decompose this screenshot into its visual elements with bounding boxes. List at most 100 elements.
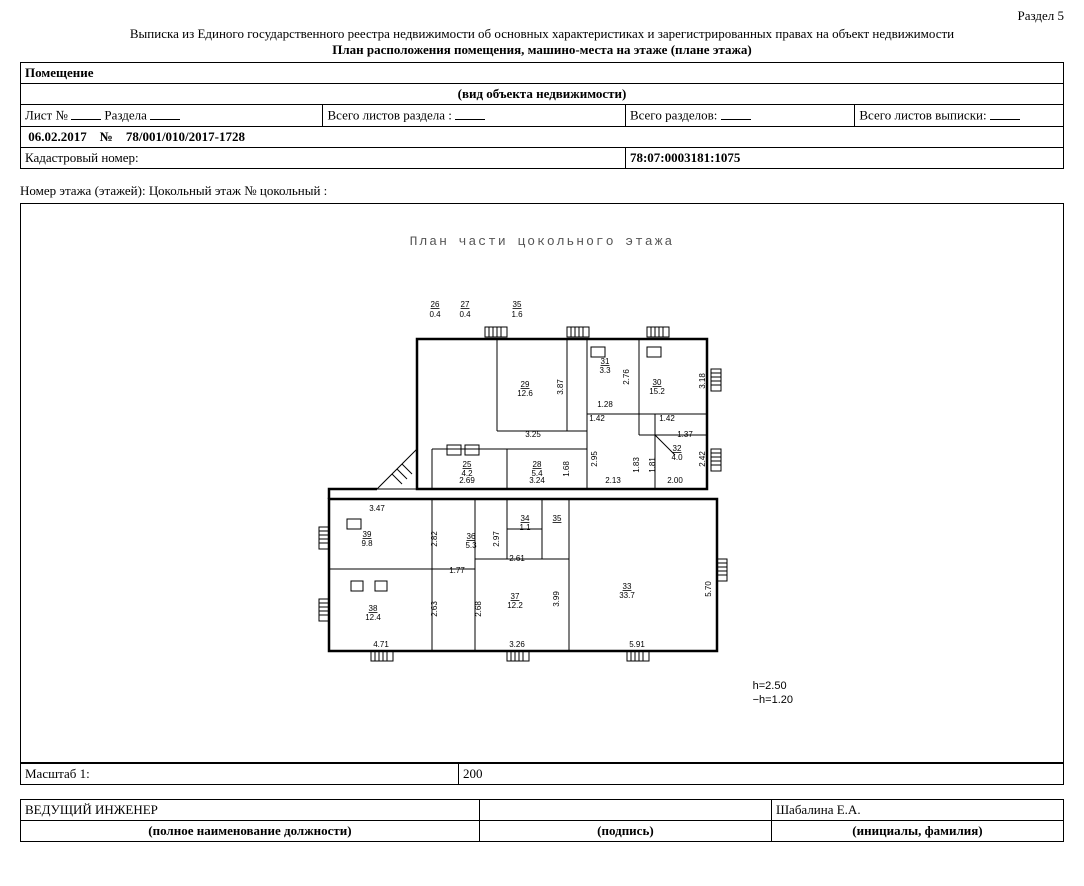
header-table: Помещение (вид объекта недвижимости) Лис…	[20, 62, 1064, 169]
blank-field	[455, 107, 485, 120]
svg-text:1.68: 1.68	[562, 460, 571, 476]
blank-field	[71, 107, 101, 120]
scale-value: 200	[459, 763, 1064, 784]
total-sections-label: Всего разделов:	[630, 108, 717, 123]
svg-text:1.6: 1.6	[511, 310, 523, 319]
sig-sub-sign: (подпись)	[479, 820, 771, 841]
svg-text:2.95: 2.95	[590, 450, 599, 466]
svg-text:2.00: 2.00	[667, 476, 683, 485]
total-extract-cell: Всего листов выписки:	[855, 105, 1064, 127]
scale-label: Масштаб 1:	[21, 763, 459, 784]
svg-text:3.24: 3.24	[529, 476, 545, 485]
cad-number-value: 78:07:0003181:1075	[625, 147, 1063, 168]
sig-position: ВЕДУЩИЙ ИНЖЕНЕР	[21, 799, 480, 820]
height-note: h=2.50 −h=1.20	[753, 680, 793, 706]
svg-text:1.83: 1.83	[632, 456, 641, 472]
svg-text:1.42: 1.42	[589, 414, 605, 423]
total-extract-label: Всего листов выписки:	[859, 108, 986, 123]
premises-label: Помещение	[21, 63, 1064, 84]
floor-plan-title: План части цокольного этажа	[21, 234, 1063, 249]
svg-text:1.42: 1.42	[659, 414, 675, 423]
sheet-no-cell: Лист № Раздела	[21, 105, 323, 127]
svg-text:2.82: 2.82	[430, 530, 439, 546]
doc-number: 78/001/010/2017-1728	[126, 129, 245, 144]
svg-text:31: 31	[601, 357, 610, 366]
svg-text:1.37: 1.37	[677, 430, 693, 439]
svg-text:2.97: 2.97	[492, 530, 501, 546]
svg-text:3.47: 3.47	[369, 504, 385, 513]
svg-text:3.99: 3.99	[552, 590, 561, 606]
svg-text:12.4: 12.4	[365, 613, 381, 622]
number-sign: №	[100, 129, 113, 144]
doc-id-cell: 06.02.2017 № 78/001/010/2017-1728	[21, 126, 1064, 147]
total-sections-cell: Всего разделов:	[625, 105, 854, 127]
svg-text:38: 38	[369, 604, 378, 613]
height-note-2: −h=1.20	[753, 694, 793, 707]
svg-text:36: 36	[467, 532, 476, 541]
svg-text:12.2: 12.2	[507, 601, 523, 610]
sig-sign-cell	[479, 799, 771, 820]
blank-field	[990, 107, 1020, 120]
svg-text:3.87: 3.87	[556, 378, 565, 394]
svg-text:2.69: 2.69	[459, 476, 475, 485]
doc-date: 06.02.2017	[28, 129, 87, 144]
svg-text:25: 25	[463, 460, 472, 469]
floor-plan-svg: 260.4270.4351.6	[307, 259, 777, 679]
svg-text:3.26: 3.26	[509, 640, 525, 649]
svg-text:0.4: 0.4	[459, 310, 471, 319]
svg-text:2.63: 2.63	[430, 600, 439, 616]
blank-field	[721, 107, 751, 120]
svg-text:27: 27	[461, 300, 470, 309]
blank-field	[150, 107, 180, 120]
svg-text:32: 32	[673, 444, 682, 453]
svg-text:1.28: 1.28	[597, 400, 613, 409]
svg-text:2.68: 2.68	[474, 600, 483, 616]
svg-text:35: 35	[553, 514, 562, 523]
cad-number-label: Кадастровый номер:	[21, 147, 626, 168]
svg-text:5.70: 5.70	[704, 580, 713, 596]
svg-text:9.8: 9.8	[361, 539, 373, 548]
svg-text:2.61: 2.61	[509, 554, 525, 563]
svg-text:35: 35	[513, 300, 522, 309]
sig-sub-name: (инициалы, фамилия)	[771, 820, 1063, 841]
sig-name: Шабалина Е.А.	[771, 799, 1063, 820]
scale-row: Масштаб 1: 200	[20, 763, 1064, 785]
svg-text:2.76: 2.76	[622, 368, 631, 384]
svg-text:2.42: 2.42	[698, 450, 707, 466]
title-line-1: Выписка из Единого государственного реес…	[20, 26, 1064, 42]
svg-text:26: 26	[431, 300, 440, 309]
svg-text:12.6: 12.6	[517, 389, 533, 398]
total-sheets-label: Всего листов раздела :	[327, 108, 451, 123]
svg-text:39: 39	[363, 530, 372, 539]
signature-table: ВЕДУЩИЙ ИНЖЕНЕР Шабалина Е.А. (полное на…	[20, 799, 1064, 842]
sheet-no-label: Лист №	[25, 108, 68, 123]
floor-label: Номер этажа (этажей): Цокольный этаж № ц…	[20, 183, 1064, 199]
svg-text:1.1: 1.1	[519, 523, 531, 532]
title-line-2: План расположения помещения, машино-мест…	[20, 42, 1064, 58]
svg-text:1.81: 1.81	[648, 456, 657, 472]
svg-text:34: 34	[521, 514, 530, 523]
height-note-1: h=2.50	[753, 680, 793, 693]
svg-text:33.7: 33.7	[619, 591, 635, 600]
svg-text:4.0: 4.0	[671, 453, 683, 462]
svg-text:37: 37	[511, 592, 520, 601]
svg-text:2.13: 2.13	[605, 476, 621, 485]
svg-text:29: 29	[521, 380, 530, 389]
svg-text:33: 33	[623, 582, 632, 591]
total-sheets-cell: Всего листов раздела :	[323, 105, 625, 127]
svg-text:15.2: 15.2	[649, 387, 665, 396]
svg-text:1.77: 1.77	[449, 566, 465, 575]
svg-text:3.3: 3.3	[599, 366, 611, 375]
object-type-sub: (вид объекта недвижимости)	[21, 84, 1064, 105]
svg-text:3.18: 3.18	[698, 372, 707, 388]
section-word: Раздела	[104, 108, 147, 123]
section-label: Раздел 5	[20, 8, 1064, 24]
svg-text:5.3: 5.3	[465, 541, 477, 550]
sig-sub-position: (полное наименование должности)	[21, 820, 480, 841]
svg-text:30: 30	[653, 378, 662, 387]
floor-plan-container: План части цокольного этажа 260.4270.435…	[20, 203, 1064, 763]
svg-text:28: 28	[533, 460, 542, 469]
svg-text:4.71: 4.71	[373, 640, 389, 649]
svg-text:3.25: 3.25	[525, 430, 541, 439]
svg-text:0.4: 0.4	[429, 310, 441, 319]
